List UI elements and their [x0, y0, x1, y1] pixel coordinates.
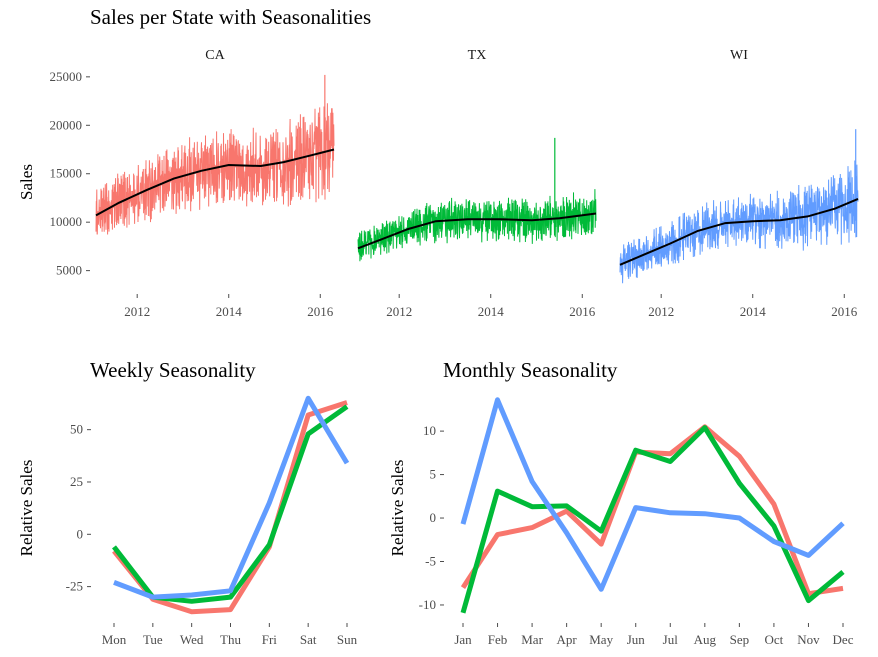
x-tick-label: Nov — [797, 632, 820, 647]
y-tick-label: 5 — [430, 467, 437, 482]
x-tick-label: Mar — [521, 632, 543, 647]
y-tick-label: -25 — [66, 579, 83, 594]
monthly-chart-title: Monthly Seasonality — [443, 358, 618, 382]
y-tick-label: 15000 — [50, 166, 83, 181]
seasonality-line-ca — [460, 424, 844, 597]
x-tick-label: 2016 — [307, 304, 334, 319]
x-tick-label: Mon — [102, 632, 127, 647]
facet-label-tx: TX — [468, 48, 487, 63]
x-tick-label: Wed — [180, 632, 204, 647]
x-tick-label: 2014 — [216, 304, 243, 319]
y-tick-label: 0 — [430, 510, 437, 525]
x-tick-label: 2016 — [569, 304, 596, 319]
y-tick-label: 20000 — [50, 117, 83, 132]
x-tick-label: Apr — [557, 632, 578, 647]
facet-label-wi: WI — [730, 48, 748, 63]
seasonality-line-wi — [460, 397, 845, 592]
y-tick-label: 25000 — [50, 69, 83, 84]
trend-line-tx — [357, 212, 597, 250]
daily-sales-line-wi — [619, 160, 859, 284]
daily-sales-line-ca — [95, 103, 335, 235]
x-tick-label: 2014 — [740, 304, 767, 319]
y-tick-label: 50 — [70, 422, 83, 437]
y-tick-label: 10000 — [50, 214, 83, 229]
x-tick-label: Aug — [694, 632, 717, 647]
x-tick-label: Fri — [262, 632, 278, 647]
y-tick-label: 0 — [77, 526, 84, 541]
y-tick-label: 10 — [423, 423, 436, 438]
x-tick-label: Tue — [143, 632, 163, 647]
x-tick-label: 2014 — [478, 304, 505, 319]
x-tick-label: May — [589, 632, 613, 647]
x-tick-label: Oct — [765, 632, 784, 647]
x-tick-label: Jul — [663, 632, 679, 647]
facet-panels: 5000 10000 15000 20000 25000 CA 2012 2014 2016 TX… — [50, 48, 859, 319]
facet-label-ca: CA — [205, 48, 225, 63]
x-tick-label: Thu — [220, 632, 241, 647]
seasonality-line-tx — [112, 404, 349, 604]
x-tick-label: Sep — [730, 632, 750, 647]
y-tick-label: 5000 — [56, 263, 82, 278]
x-tick-label: Jun — [627, 632, 646, 647]
seasonality-line-tx — [460, 425, 845, 614]
weekly-y-axis-label: Relative Sales — [17, 460, 36, 557]
x-tick-label: 2012 — [386, 304, 412, 319]
daily-sales-line-tx — [357, 189, 597, 262]
weekly-chart-title: Weekly Seasonality — [90, 358, 256, 382]
y-tick-label: -10 — [419, 597, 436, 612]
seasonality-line-wi — [113, 395, 350, 600]
y-tick-label: -5 — [425, 554, 436, 569]
weekly-plot: -25 0 25 50 Mon Tue Wed Thu Fri Sat Sun — [66, 395, 358, 647]
x-tick-label: Sun — [337, 632, 358, 647]
trend-line-wi — [619, 197, 859, 266]
x-tick-label: 2012 — [124, 304, 150, 319]
monthly-y-axis-label: Relative Sales — [388, 460, 407, 557]
x-tick-label: 2016 — [831, 304, 858, 319]
top-chart-title: Sales per State with Seasonalities — [90, 5, 371, 29]
x-tick-label: Jan — [454, 632, 472, 647]
y-tick-label: 25 — [70, 474, 83, 489]
x-tick-label: Sat — [300, 632, 317, 647]
x-tick-label: 2012 — [648, 304, 674, 319]
x-tick-label: Dec — [833, 632, 854, 647]
monthly-plot: -10 -5 0 5 10 Jan Feb Mar Apr May Jun Jul Aug Sep Oct N… — [419, 397, 854, 647]
top-y-axis-label: Sales — [17, 164, 36, 200]
x-tick-label: Feb — [488, 632, 508, 647]
trend-line-ca — [95, 148, 335, 217]
